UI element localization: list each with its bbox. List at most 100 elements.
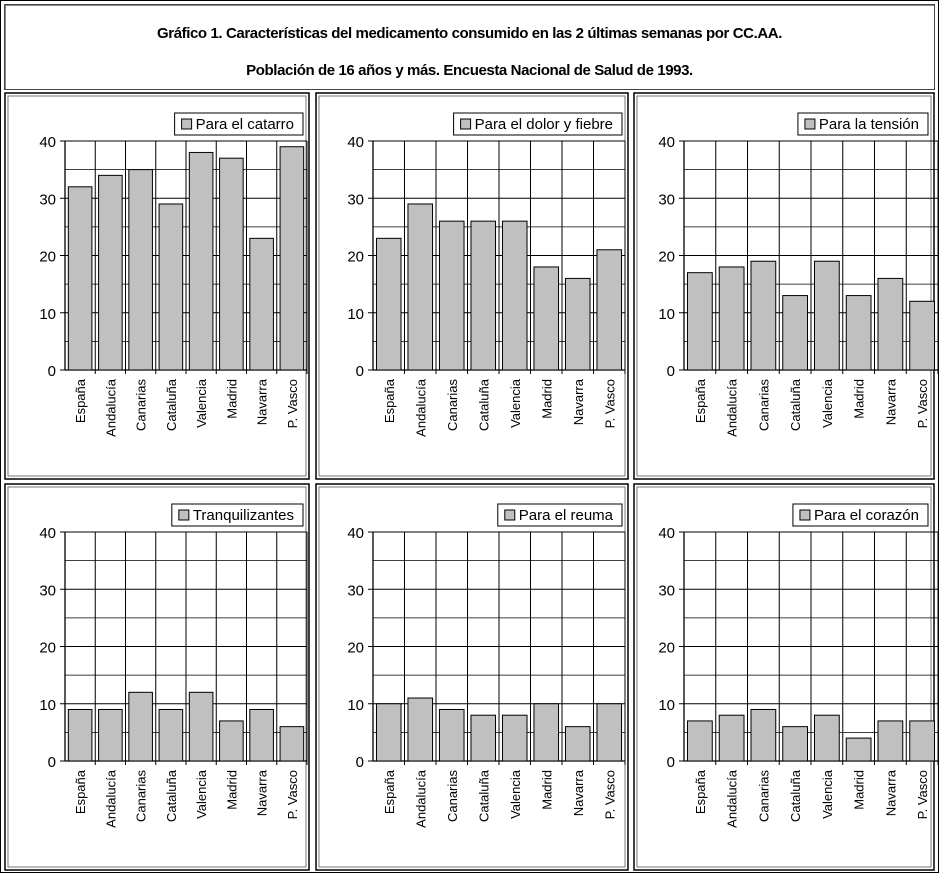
y-tick-label: 20 (658, 640, 675, 657)
bar-Navarra (249, 237, 274, 371)
x-tick-label: Madrid (539, 770, 554, 810)
x-tick-label: España (73, 378, 88, 423)
x-tick-label: P. Vasco (602, 770, 617, 819)
bar-Cataluña (158, 203, 184, 371)
bar-Cataluña (470, 220, 497, 371)
legend-box (453, 112, 623, 136)
x-tick-label: Madrid (852, 379, 867, 419)
bar-Cataluña (782, 295, 809, 371)
bar-P. Vasco (279, 146, 305, 371)
bar-P. Vasco (596, 249, 623, 371)
x-tick-label: España (382, 378, 397, 423)
bar-P. Vasco (279, 726, 305, 762)
x-tick-label: España (693, 378, 708, 423)
legend-swatch (460, 118, 472, 130)
chart-panel-1: 0 10 20 30 40 España Andalucía Canarias Cataluña… (4, 92, 310, 480)
bar-Valencia (813, 714, 840, 762)
panel-frame (4, 483, 310, 871)
chart-panel-5: 0 10 20 30 40 España Andalucía Canarias Cataluña… (315, 483, 629, 871)
y-tick-label: 10 (658, 697, 675, 714)
y-tick-label: 30 (347, 191, 364, 208)
y-tick-label: 0 (48, 754, 56, 771)
legend-label: Para la tensión (819, 116, 919, 133)
y-tick-label: 20 (347, 249, 364, 266)
bar-Navarra (877, 720, 904, 762)
bar-Andalucía (718, 266, 745, 371)
y-tick-label: 0 (356, 754, 364, 771)
chart-panel-2: 0 10 20 30 40 España Andalucía Canarias Cataluña… (315, 92, 629, 480)
legend-swatch (181, 118, 193, 130)
x-tick-label: Valencia (194, 378, 209, 428)
legend-label: Tranquilizantes (193, 507, 294, 524)
y-tick-label: 10 (347, 306, 364, 323)
x-tick-label: Andalucía (103, 769, 118, 828)
bar-Andalucía (98, 174, 123, 371)
bar-P. Vasco (596, 703, 623, 762)
x-tick-label: Canarias (756, 379, 771, 432)
x-tick-label: Andalucía (725, 378, 740, 437)
bar-Cataluña (158, 708, 184, 762)
y-tick-label: 30 (658, 582, 675, 599)
x-tick-label: Cataluña (788, 769, 803, 822)
bar-Navarra (877, 277, 904, 371)
bar-Canarias (438, 220, 465, 371)
legend-box (792, 503, 929, 527)
bar-Canarias (750, 708, 777, 762)
bar-Navarra (564, 277, 591, 371)
bar-Valencia (813, 260, 840, 371)
bar-España (686, 272, 713, 371)
y-tick-label: 40 (658, 525, 675, 542)
y-tick-label: 30 (39, 191, 56, 208)
y-tick-label: 30 (347, 582, 364, 599)
x-tick-label: Valencia (820, 769, 835, 819)
x-tick-label: Navarra (571, 378, 586, 425)
legend-swatch (178, 509, 190, 521)
y-tick-label: 20 (347, 640, 364, 657)
bar-Canarias (128, 691, 153, 762)
x-tick-label: Valencia (508, 378, 523, 428)
x-tick-label: Canarias (756, 770, 771, 823)
x-tick-label: Cataluña (476, 378, 491, 431)
y-tick-label: 20 (39, 640, 56, 657)
bar-España (67, 708, 93, 762)
x-tick-label: P. Vasco (602, 379, 617, 428)
chart-panel-6: 0 10 20 30 40 España Andalucía Canarias Cataluña… (633, 483, 939, 871)
bar-Madrid (845, 737, 872, 762)
bar-Cataluña (470, 714, 497, 762)
x-tick-label: Cataluña (788, 378, 803, 431)
legend-label: Para el catarro (196, 116, 294, 133)
bar-Canarias (438, 708, 465, 762)
bar-España (67, 186, 93, 371)
x-tick-label: Navarra (883, 769, 898, 816)
x-tick-label: Madrid (224, 770, 239, 810)
y-tick-label: 20 (658, 249, 675, 266)
bar-España (686, 720, 713, 762)
x-tick-label: Navarra (255, 378, 270, 425)
panel-inner-frame (636, 95, 932, 477)
y-tick-label: 0 (356, 363, 364, 380)
panel-frame (315, 483, 629, 871)
bar-Madrid (533, 266, 560, 371)
y-tick-label: 0 (667, 754, 675, 771)
y-tick-label: 10 (39, 697, 56, 714)
bar-P. Vasco (909, 720, 936, 762)
legend-box (171, 503, 304, 527)
x-tick-label: Canarias (445, 379, 460, 432)
legend-box (174, 112, 304, 136)
bar-Andalucía (407, 697, 434, 762)
bar-Madrid (219, 157, 244, 371)
x-tick-label: Valencia (508, 769, 523, 819)
legend-swatch (804, 118, 816, 130)
x-tick-label: P. Vasco (915, 770, 930, 819)
x-tick-label: Navarra (255, 769, 270, 816)
y-tick-label: 10 (347, 697, 364, 714)
x-tick-label: España (693, 769, 708, 814)
bar-Canarias (128, 169, 153, 371)
chart-panel-3: 0 10 20 30 40 España Andalucía Canarias Cataluña… (633, 92, 939, 480)
x-tick-label: Andalucía (103, 378, 118, 437)
bar-España (375, 237, 402, 371)
x-tick-label: Valencia (820, 378, 835, 428)
y-tick-label: 40 (658, 134, 675, 151)
legend-swatch (799, 509, 811, 521)
